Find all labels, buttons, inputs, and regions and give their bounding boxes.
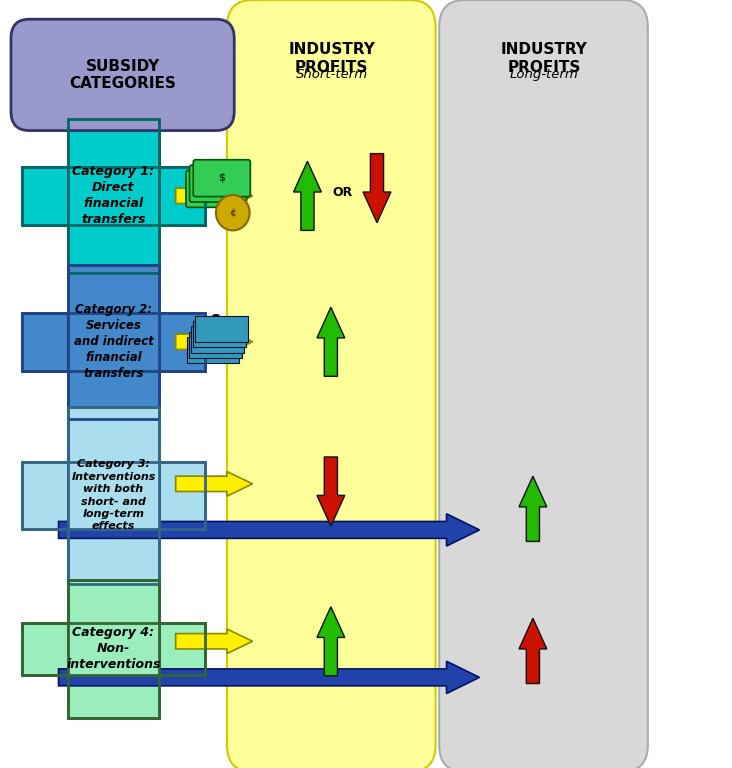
Bar bbox=[67, 265, 159, 419]
Bar bbox=[67, 580, 159, 718]
FancyBboxPatch shape bbox=[191, 326, 244, 353]
Text: OR: OR bbox=[332, 186, 353, 198]
Bar bbox=[67, 119, 159, 273]
FancyBboxPatch shape bbox=[187, 337, 239, 363]
Polygon shape bbox=[363, 154, 391, 223]
Text: Short-term: Short-term bbox=[296, 68, 367, 81]
Bar bbox=[67, 580, 159, 718]
Text: ¢: ¢ bbox=[229, 207, 236, 218]
Bar bbox=[67, 623, 159, 675]
Polygon shape bbox=[59, 661, 479, 694]
Text: Category 2:
Services
and indirect
financial
transfers: Category 2: Services and indirect financ… bbox=[73, 303, 154, 380]
Text: SUBSIDY
CATEGORIES: SUBSIDY CATEGORIES bbox=[69, 58, 176, 91]
FancyBboxPatch shape bbox=[227, 0, 436, 768]
Text: $: $ bbox=[211, 184, 218, 194]
FancyBboxPatch shape bbox=[439, 0, 648, 768]
Polygon shape bbox=[294, 161, 321, 230]
Text: $: $ bbox=[218, 173, 225, 184]
Bar bbox=[67, 265, 159, 419]
FancyBboxPatch shape bbox=[11, 19, 234, 131]
FancyBboxPatch shape bbox=[190, 165, 247, 202]
Bar bbox=[67, 407, 159, 584]
Polygon shape bbox=[176, 472, 253, 496]
Text: Category 3:
Interventions
with both
short- and
long-term
effects: Category 3: Interventions with both shor… bbox=[71, 459, 156, 531]
Bar bbox=[67, 462, 159, 529]
Text: Category 4:
Non-
interventions: Category 4: Non- interventions bbox=[66, 627, 161, 671]
FancyBboxPatch shape bbox=[193, 321, 246, 347]
Bar bbox=[22, 313, 205, 371]
Bar bbox=[67, 407, 159, 584]
FancyBboxPatch shape bbox=[189, 332, 242, 358]
Polygon shape bbox=[176, 184, 253, 208]
Polygon shape bbox=[317, 307, 345, 376]
FancyBboxPatch shape bbox=[186, 170, 243, 207]
Bar bbox=[67, 167, 159, 225]
Text: $: $ bbox=[214, 178, 222, 189]
Bar bbox=[22, 623, 205, 675]
Bar bbox=[67, 313, 159, 371]
Bar bbox=[22, 167, 205, 225]
Text: INDUSTRY
PROFITS: INDUSTRY PROFITS bbox=[288, 42, 375, 74]
FancyBboxPatch shape bbox=[195, 316, 248, 342]
Circle shape bbox=[216, 195, 250, 230]
Polygon shape bbox=[519, 618, 547, 684]
Bar bbox=[22, 313, 205, 371]
Text: INDUSTRY
PROFITS: INDUSTRY PROFITS bbox=[501, 42, 587, 74]
Bar bbox=[22, 623, 205, 675]
Text: Category 1:
Direct
financial
transfers: Category 1: Direct financial transfers bbox=[72, 165, 154, 227]
Polygon shape bbox=[317, 607, 345, 676]
Bar bbox=[22, 462, 205, 529]
Text: Long-term: Long-term bbox=[509, 68, 578, 81]
Bar bbox=[22, 167, 205, 225]
FancyBboxPatch shape bbox=[193, 160, 250, 197]
Polygon shape bbox=[317, 457, 345, 526]
Polygon shape bbox=[519, 476, 547, 541]
Polygon shape bbox=[176, 329, 253, 354]
Bar bbox=[22, 462, 205, 529]
Polygon shape bbox=[59, 514, 479, 546]
Text: §: § bbox=[211, 313, 221, 332]
Bar bbox=[67, 119, 159, 273]
Polygon shape bbox=[176, 629, 253, 654]
